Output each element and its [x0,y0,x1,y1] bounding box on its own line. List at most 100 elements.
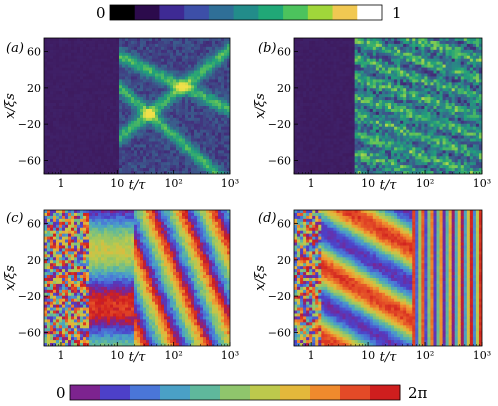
heatmap-cell [351,168,356,172]
heatmap-cell [77,100,81,104]
heatmap-cell [342,73,346,77]
heatmap-cell [375,88,380,92]
heatmap-cell [173,156,177,160]
heatmap-cell [209,73,213,77]
heatmap-cell [119,141,123,145]
heatmap-cell [182,88,186,92]
heatmap-cell [342,64,346,68]
heatmap-cell [318,106,322,110]
heatmap-cell [348,97,353,101]
heatmap-cell [384,97,389,101]
heatmap-cell [330,108,334,113]
heatmap-cell [173,97,177,101]
heatmap-cell [146,79,150,83]
heatmap-cell [406,153,410,157]
heatmap-cell [227,103,230,107]
heatmap-cell [215,94,219,98]
heatmap-cell [71,129,75,134]
heatmap-cell [203,123,207,128]
heatmap-cell [409,156,413,160]
heatmap-cell [125,91,129,95]
heatmap-cell [200,79,204,83]
heatmap-cell [318,120,322,125]
heatmap-cell [321,114,325,119]
heatmap-cell [209,141,213,145]
heatmap-cell [424,129,428,134]
heatmap-cell [137,126,141,131]
heatmap-cell [56,106,60,110]
heatmap-cell [116,111,120,116]
heatmap-cell [200,70,204,74]
heatmap-cell [381,103,386,107]
heatmap-cell [149,97,153,101]
heatmap-cell [170,58,174,63]
heatmap-cell [333,55,337,60]
heatmap-cell [330,147,334,151]
heatmap-cell [218,43,222,48]
heatmap-cell [397,76,401,80]
heatmap-cell [176,171,180,174]
heatmap-cell [128,168,132,172]
heatmap-cell [224,52,228,57]
heatmap-cell [137,106,141,110]
heatmap-cell [321,138,325,142]
heatmap-cell [140,67,144,71]
heatmap-cell [375,55,380,60]
heatmap-cell [104,150,108,154]
heatmap-cell [315,79,319,83]
heatmap-cell [119,126,123,131]
heatmap-cell [62,49,66,54]
heatmap-cell [212,100,216,104]
heatmap-cell [357,120,362,125]
heatmap-cell [56,97,60,101]
heatmap-cell [185,132,189,136]
heatmap-cell [294,55,298,60]
heatmap-cell [140,55,144,60]
heatmap-cell [412,70,416,74]
heatmap-cell [137,171,141,174]
heatmap-cell [74,91,78,95]
heatmap-cell [227,58,230,63]
heatmap-cell [110,55,114,60]
heatmap-cell [77,117,81,122]
heatmap-cell [215,82,219,86]
heatmap-cell [366,73,371,77]
heatmap-cell [140,46,144,51]
heatmap-cell [403,88,407,92]
heatmap-cell [47,64,51,68]
heatmap-cell [412,43,416,48]
heatmap-cell [318,162,322,166]
heatmap-cell [92,123,96,128]
heatmap-cell [321,58,325,63]
heatmap-cell [167,117,171,122]
heatmap-cell [342,156,346,160]
heatmap-cell [50,40,54,45]
heatmap-cell [366,147,371,151]
heatmap-cell [388,61,392,66]
heatmap-cell [113,49,117,54]
heatmap-cell [71,156,75,160]
heatmap-cell [50,150,54,154]
heatmap-cell [427,55,431,60]
heatmap-cell [62,52,66,57]
heatmap-cell [330,103,334,107]
heatmap-cell [98,64,102,68]
heatmap-cell [372,150,377,154]
heatmap-cell [424,103,428,107]
heatmap-cell [321,91,325,95]
heatmap-cell [342,79,346,83]
heatmap-cell [409,123,413,128]
heatmap-cell [65,135,69,139]
colorbar-bottom-cell [280,385,311,400]
heatmap-cell [400,123,404,128]
heatmap-cell [98,144,102,148]
heatmap-cell [65,106,69,110]
heatmap-cell [83,64,87,68]
heatmap-cell [74,85,78,89]
heatmap-cell [215,123,219,128]
heatmap-cell [366,138,371,142]
heatmap-cell [327,85,331,89]
heatmap-cell [412,141,416,145]
heatmap-cell [215,103,219,107]
heatmap-cell [300,46,304,51]
